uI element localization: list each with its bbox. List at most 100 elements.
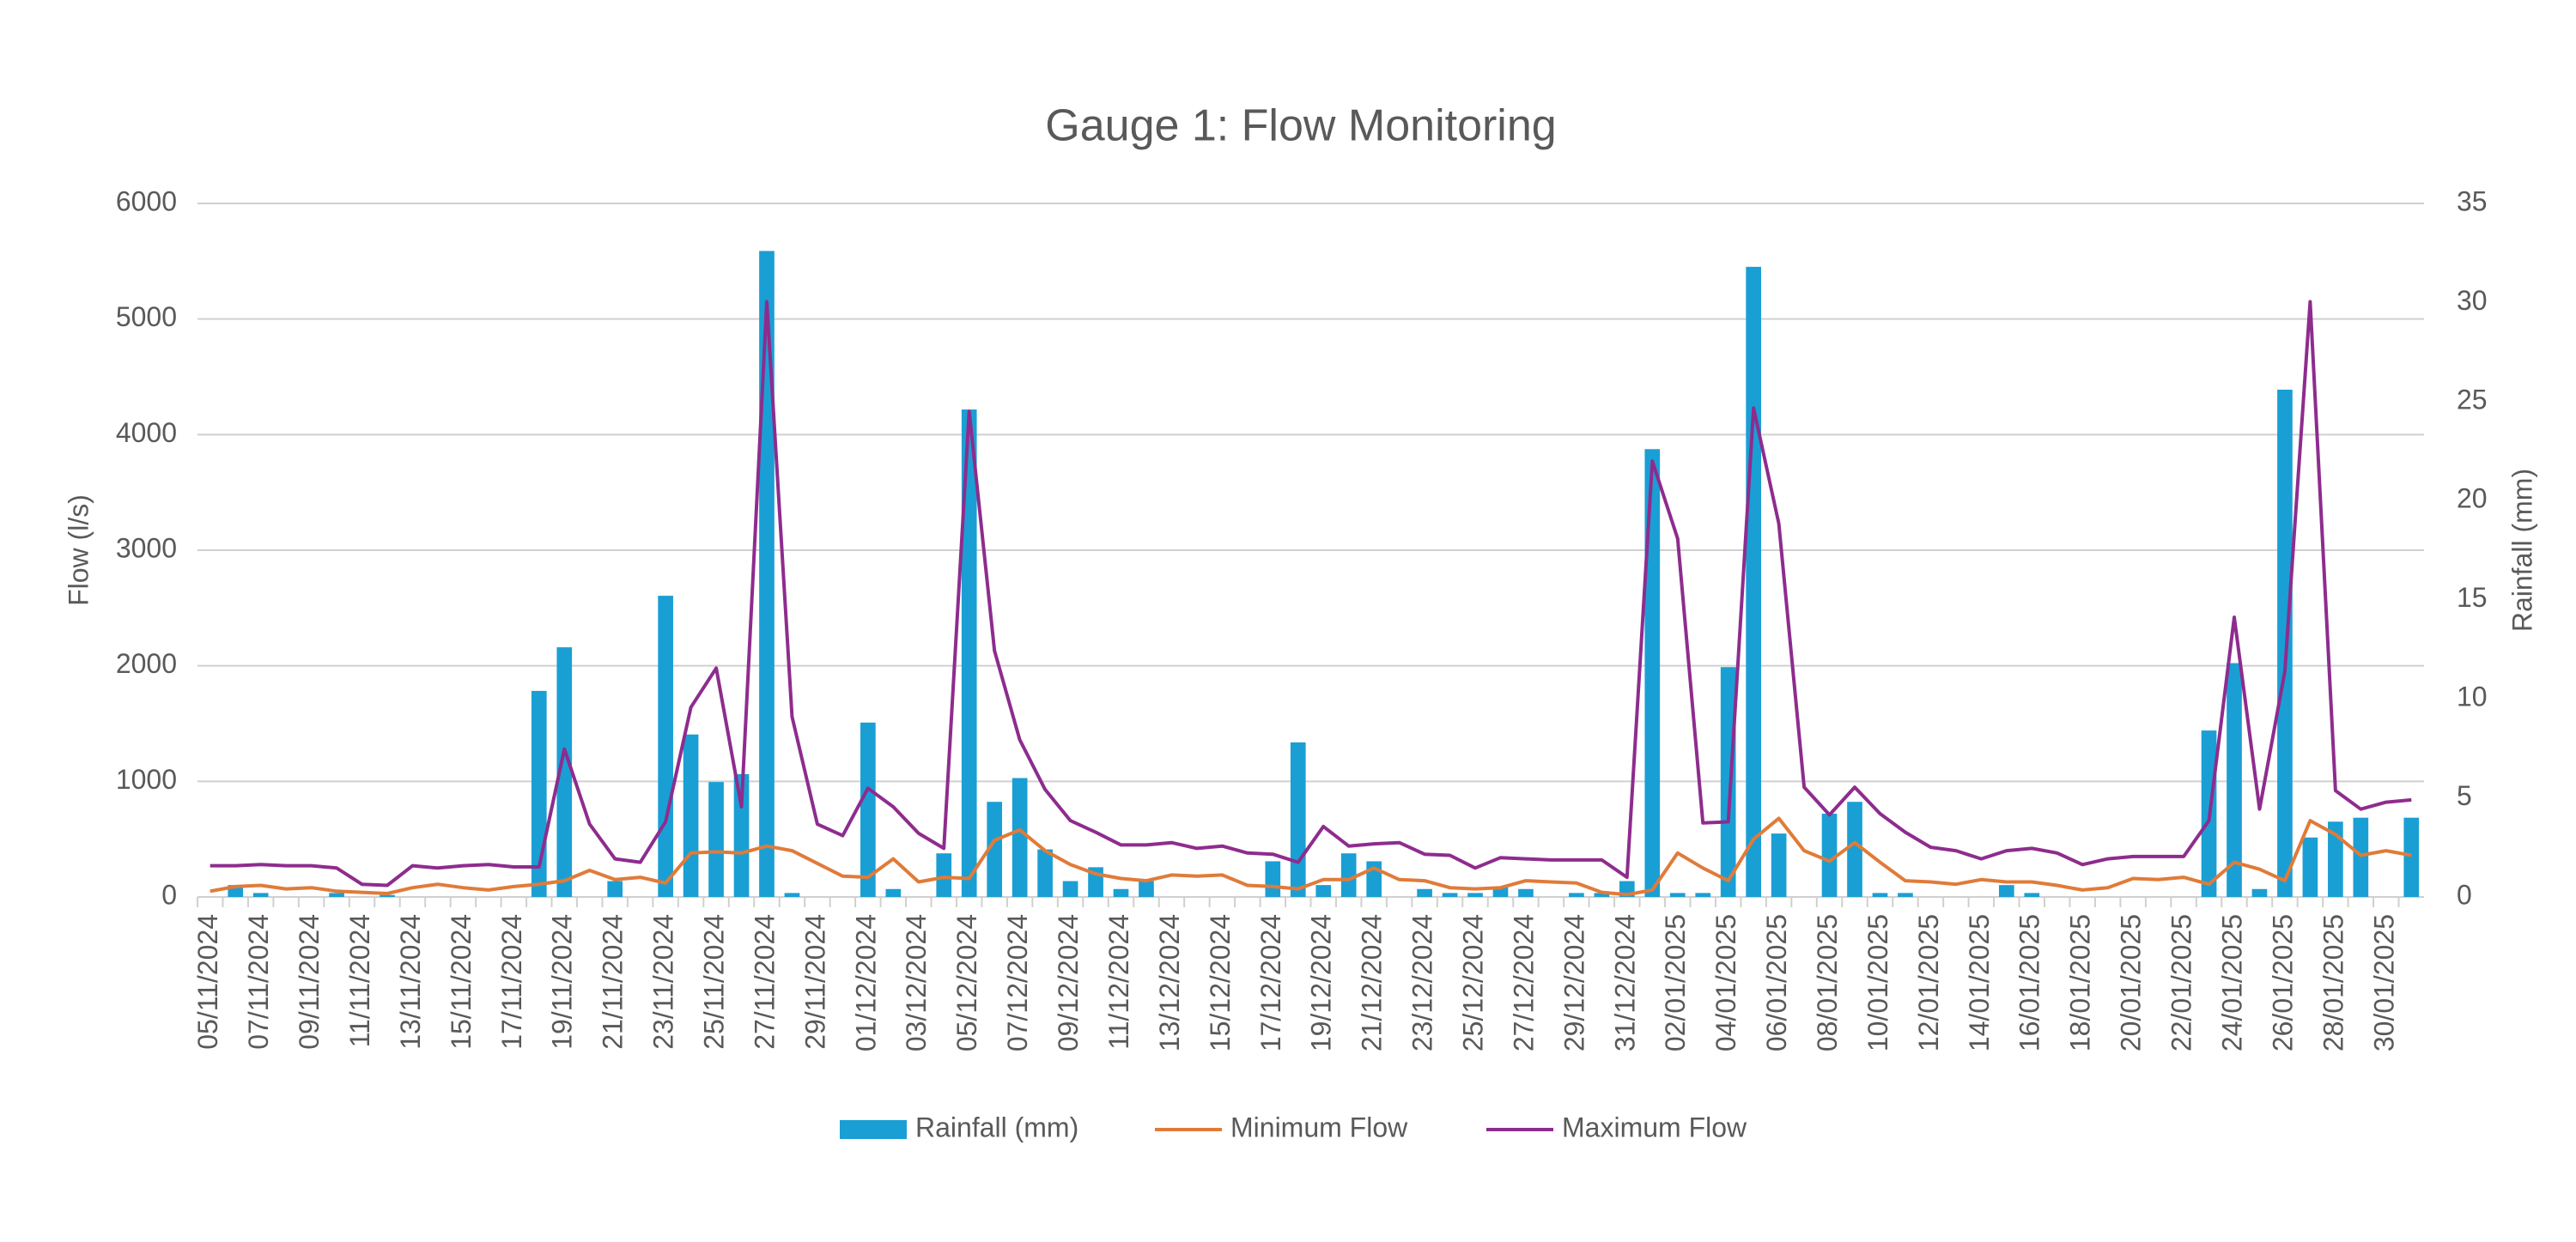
x-tick-label: 23/11/2024 (648, 914, 679, 1050)
bar (556, 647, 573, 897)
x-tick-label: 28/01/2025 (2318, 914, 2348, 1051)
bar (2328, 821, 2343, 897)
bar (1518, 888, 1534, 897)
bar (961, 409, 977, 897)
bar (1771, 833, 1787, 897)
bar (759, 251, 775, 897)
bar (1720, 667, 1736, 897)
y2-axis-label: Rainfall (mm) (2506, 469, 2537, 632)
bar (1417, 888, 1432, 897)
x-tick-label: 25/12/2024 (1457, 914, 1488, 1051)
bar (1644, 449, 1661, 897)
bar (1492, 887, 1509, 897)
x-tick-label: 14/01/2025 (1964, 914, 1995, 1051)
x-tick-label: 16/01/2025 (2014, 914, 2045, 1051)
x-tick-label: 11/11/2024 (344, 914, 375, 1047)
x-tick-label: 18/01/2025 (2065, 914, 2096, 1051)
bar (860, 722, 876, 897)
bar (2227, 663, 2242, 897)
x-tick-label: 23/12/2024 (1407, 914, 1438, 1051)
bar (683, 734, 699, 897)
x-tick-label: 09/11/2024 (294, 914, 325, 1050)
y-tick-label: 2000 (116, 648, 177, 679)
x-tick-label: 09/12/2024 (1053, 914, 1084, 1051)
x-tick-label: 07/11/2024 (243, 914, 274, 1050)
y-tick-label: 5000 (116, 301, 177, 332)
x-tick-label: 17/11/2024 (496, 914, 527, 1050)
x-tick-label: 10/01/2025 (1862, 914, 1893, 1051)
x-tick-label: 07/12/2024 (1002, 914, 1033, 1051)
bar (1594, 893, 1610, 897)
bar (1569, 893, 1584, 897)
bar (885, 888, 902, 897)
bar (1012, 778, 1028, 897)
bar (708, 782, 724, 897)
bar (1340, 853, 1357, 897)
y2-tick-label: 5 (2457, 780, 2472, 811)
y2-tick-label: 0 (2457, 879, 2472, 910)
y-tick-label: 3000 (116, 532, 177, 563)
x-tick-label: 24/01/2025 (2216, 914, 2247, 1051)
y2-tick-label: 25 (2457, 384, 2488, 415)
bar (1898, 893, 1913, 897)
y2-tick-label: 15 (2457, 582, 2488, 613)
y2-tick-label: 10 (2457, 682, 2488, 712)
x-tick-label: 06/01/2025 (1761, 914, 1792, 1051)
bar (1062, 881, 1078, 897)
bar (1265, 861, 1281, 897)
legend-swatch (840, 1120, 907, 1139)
x-tick-label: 02/01/2025 (1660, 914, 1691, 1051)
x-tick-label: 04/01/2025 (1710, 914, 1741, 1051)
x-tick-label: 22/01/2025 (2166, 914, 2197, 1051)
x-tick-label: 05/12/2024 (951, 914, 982, 1051)
bar (2403, 817, 2420, 897)
bar (733, 773, 750, 897)
bar (329, 893, 344, 897)
x-tick-label: 27/12/2024 (1508, 914, 1539, 1051)
bar (1290, 742, 1306, 897)
x-tick-label: 15/12/2024 (1205, 914, 1236, 1051)
bar (2277, 390, 2293, 897)
bar (1669, 893, 1686, 897)
y2-tick-label: 30 (2457, 285, 2488, 316)
legend-label: Rainfall (mm) (915, 1112, 1078, 1142)
line (210, 816, 2412, 897)
x-tick-label: 05/11/2024 (192, 914, 223, 1050)
y-tick-label: 1000 (116, 764, 177, 795)
bar (2302, 837, 2318, 897)
x-tick-label: 17/12/2024 (1255, 914, 1286, 1051)
y-axis-label: Flow (l/s) (63, 494, 94, 606)
bar (784, 893, 800, 897)
x-tick-label: 12/01/2025 (1913, 914, 1944, 1051)
x-tick-label: 26/01/2025 (2267, 914, 2298, 1051)
bar (607, 881, 623, 897)
bar (936, 853, 952, 897)
x-tick-label: 13/11/2024 (395, 914, 426, 1050)
bar (1467, 893, 1483, 897)
y-tick-label: 0 (161, 879, 177, 910)
y-tick-label: 4000 (116, 417, 177, 448)
bar (1872, 893, 1888, 897)
bar (1442, 893, 1458, 897)
x-tick-label: 19/12/2024 (1306, 914, 1337, 1051)
legend-label: Minimum Flow (1230, 1112, 1408, 1142)
bar (2024, 893, 2040, 897)
bar (987, 802, 1003, 897)
bar (380, 894, 395, 897)
legend-label: Maximum Flow (1562, 1112, 1747, 1142)
x-tick-label: 11/12/2024 (1103, 914, 1134, 1050)
x-tick-label: 27/11/2024 (749, 914, 780, 1050)
bar (1113, 888, 1129, 897)
x-tick-label: 01/12/2024 (850, 914, 881, 1051)
x-tick-label: 29/11/2024 (799, 914, 830, 1050)
bar (658, 596, 673, 897)
x-tick-label: 20/01/2025 (2116, 914, 2147, 1051)
bar (1139, 881, 1154, 897)
bar (1998, 885, 2014, 897)
x-tick-label: 21/11/2024 (598, 914, 629, 1050)
bar (1746, 266, 1761, 898)
x-tick-label: 25/11/2024 (699, 914, 730, 1050)
y-tick-label: 6000 (116, 185, 177, 216)
x-tick-label: 13/12/2024 (1154, 914, 1185, 1051)
x-tick-label: 03/12/2024 (901, 914, 932, 1051)
